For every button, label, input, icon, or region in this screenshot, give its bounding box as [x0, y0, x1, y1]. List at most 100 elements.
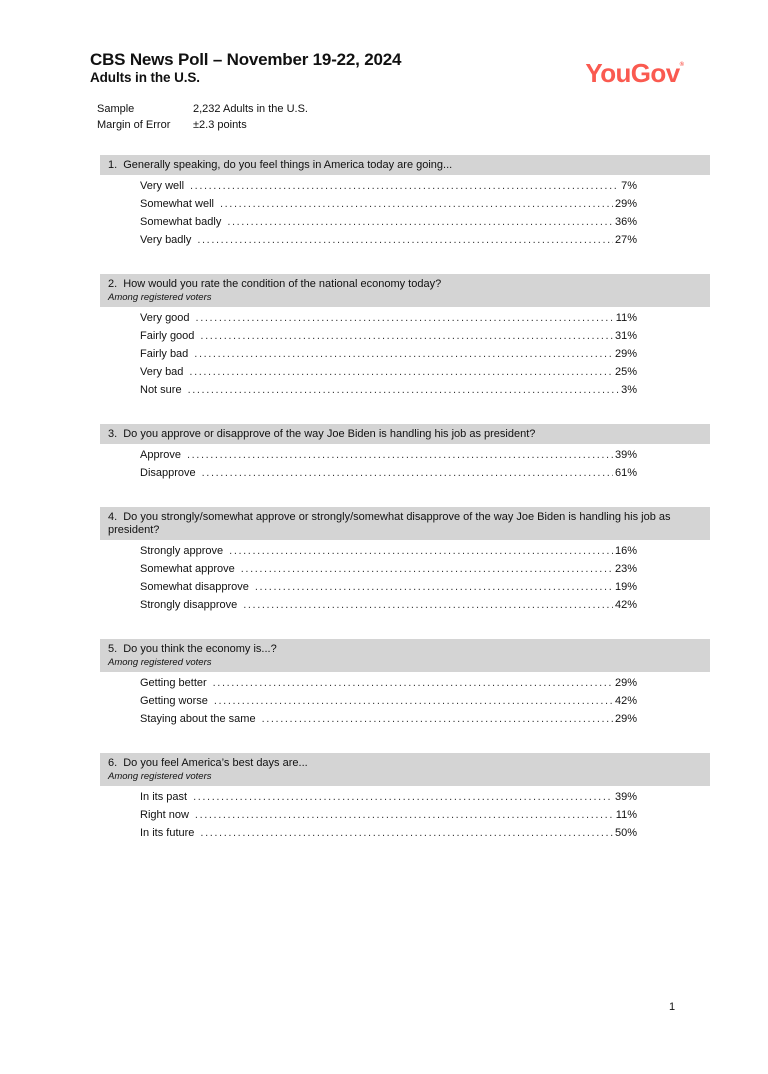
answer-row: Right now 11% — [140, 809, 637, 827]
answer-label: In its past — [140, 791, 188, 803]
answer-value: 7% — [621, 180, 637, 192]
answer-value: 39% — [614, 791, 637, 803]
question-note: Among registered voters — [108, 657, 212, 668]
dotted-leader — [196, 312, 614, 324]
answer-row: Somewhat disapprove 19% — [140, 581, 637, 599]
answer-list: Approve 39% Disapprove 61% — [140, 444, 637, 485]
answer-row: Fairly good 31% — [140, 330, 637, 348]
answer-value: 19% — [614, 581, 637, 593]
question-text: Do you feel America’s best days are... — [123, 757, 308, 769]
dotted-leader — [243, 599, 613, 611]
answer-value: 3% — [621, 384, 637, 396]
question-number: 3. — [108, 428, 121, 440]
yougov-logo-text: YouGov — [585, 58, 680, 88]
question-text: Do you think the economy is...? — [123, 643, 277, 655]
dotted-leader — [200, 330, 613, 342]
dotted-leader — [194, 348, 613, 360]
questions-list: 1. Generally speaking, do you feel thing… — [100, 155, 710, 845]
dotted-leader — [213, 677, 613, 689]
question-header: 1. Generally speaking, do you feel thing… — [100, 155, 710, 175]
question-number: 5. — [108, 643, 121, 655]
answer-value: 11% — [615, 312, 637, 324]
answer-row: In its past 39% — [140, 791, 637, 809]
question-block: 4. Do you strongly/somewhat approve or s… — [100, 507, 710, 617]
dotted-leader — [188, 384, 620, 396]
answer-row: Strongly approve 16% — [140, 545, 637, 563]
answer-row: Not sure 3% — [140, 384, 637, 402]
document-page: CBS News Poll – November 19-22, 2024 Adu… — [0, 50, 768, 1074]
dotted-leader — [227, 216, 613, 228]
question-number: 2. — [108, 278, 121, 290]
answer-value: 42% — [614, 695, 637, 707]
page-subtitle: Adults in the U.S. — [90, 70, 200, 85]
answer-value: 29% — [614, 677, 637, 689]
dotted-leader — [190, 180, 619, 192]
answer-label: Somewhat disapprove — [140, 581, 249, 593]
answer-row: In its future 50% — [140, 827, 637, 845]
question-block: 1. Generally speaking, do you feel thing… — [100, 155, 710, 252]
question-header: 6. Do you feel America’s best days are..… — [100, 753, 710, 786]
answer-row: Getting worse 42% — [140, 695, 637, 713]
answer-row: Disapprove 61% — [140, 467, 637, 485]
answer-label: Not sure — [140, 384, 182, 396]
question-note: Among registered voters — [108, 292, 212, 303]
question-line: 4. Do you strongly/somewhat approve or s… — [108, 511, 702, 537]
question-header: 4. Do you strongly/somewhat approve or s… — [100, 507, 710, 540]
meta-label: Sample — [97, 103, 135, 115]
answer-value: 11% — [615, 809, 637, 821]
answer-label: Staying about the same — [140, 713, 256, 725]
meta-value: ±2.3 points — [193, 119, 247, 131]
answer-value: 23% — [614, 563, 637, 575]
answer-label: In its future — [140, 827, 195, 839]
answer-label: Strongly disapprove — [140, 599, 238, 611]
title-block: CBS News Poll – November 19-22, 2024 Adu… — [90, 50, 401, 86]
answer-label: Very well — [140, 180, 185, 192]
dotted-leader — [193, 791, 613, 803]
dotted-leader — [202, 467, 613, 479]
answer-label: Very bad — [140, 366, 184, 378]
dotted-leader — [255, 581, 613, 593]
answer-value: 36% — [614, 216, 637, 228]
meta-value: 2,232 Adults in the U.S. — [193, 103, 308, 115]
answer-value: 61% — [614, 467, 637, 479]
dotted-leader — [241, 563, 613, 575]
question-header: 2. How would you rate the condition of t… — [100, 274, 710, 307]
question-block: 2. How would you rate the condition of t… — [100, 274, 710, 402]
answer-row: Somewhat well 29% — [140, 198, 637, 216]
answer-row: Very bad 25% — [140, 366, 637, 384]
question-line: 1. Generally speaking, do you feel thing… — [108, 159, 702, 172]
answer-list: Strongly approve 16% Somewhat approve 23… — [140, 540, 637, 617]
dotted-leader — [197, 234, 613, 246]
question-text: Do you strongly/somewhat approve or stro… — [108, 511, 671, 536]
answer-row: Approve 39% — [140, 449, 637, 467]
answer-label: Somewhat approve — [140, 563, 235, 575]
sample-info: Sample 2,232 Adults in the U.S. Margin o… — [97, 101, 768, 133]
answer-list: Very good 11% Fairly good 31% Fairly bad… — [140, 307, 637, 402]
answer-row: Strongly disapprove 42% — [140, 599, 637, 617]
answer-label: Getting worse — [140, 695, 208, 707]
answer-row: Very well 7% — [140, 180, 637, 198]
question-number: 6. — [108, 757, 121, 769]
question-text: How would you rate the condition of the … — [123, 278, 442, 290]
dotted-leader — [189, 366, 613, 378]
answer-value: 39% — [614, 449, 637, 461]
answer-value: 16% — [614, 545, 637, 557]
question-line: 6. Do you feel America’s best days are..… — [108, 757, 702, 770]
answer-value: 29% — [614, 348, 637, 360]
answer-label: Very badly — [140, 234, 192, 246]
question-line: 5. Do you think the economy is...? — [108, 643, 702, 656]
page-number: 1 — [669, 1001, 676, 1013]
question-number: 1. — [108, 159, 121, 171]
answer-label: Getting better — [140, 677, 207, 689]
answer-value: 29% — [614, 198, 637, 210]
answer-row: Somewhat approve 23% — [140, 563, 637, 581]
answer-label: Strongly approve — [140, 545, 224, 557]
answer-row: Somewhat badly 36% — [140, 216, 637, 234]
dotted-leader — [229, 545, 613, 557]
answer-row: Very badly 27% — [140, 234, 637, 252]
answer-label: Somewhat badly — [140, 216, 222, 228]
question-header: 5. Do you think the economy is...? Among… — [100, 639, 710, 672]
answer-label: Fairly good — [140, 330, 195, 342]
meta-row-margin-of-error: Margin of Error ±2.3 points — [97, 117, 768, 133]
answer-label: Very good — [140, 312, 190, 324]
